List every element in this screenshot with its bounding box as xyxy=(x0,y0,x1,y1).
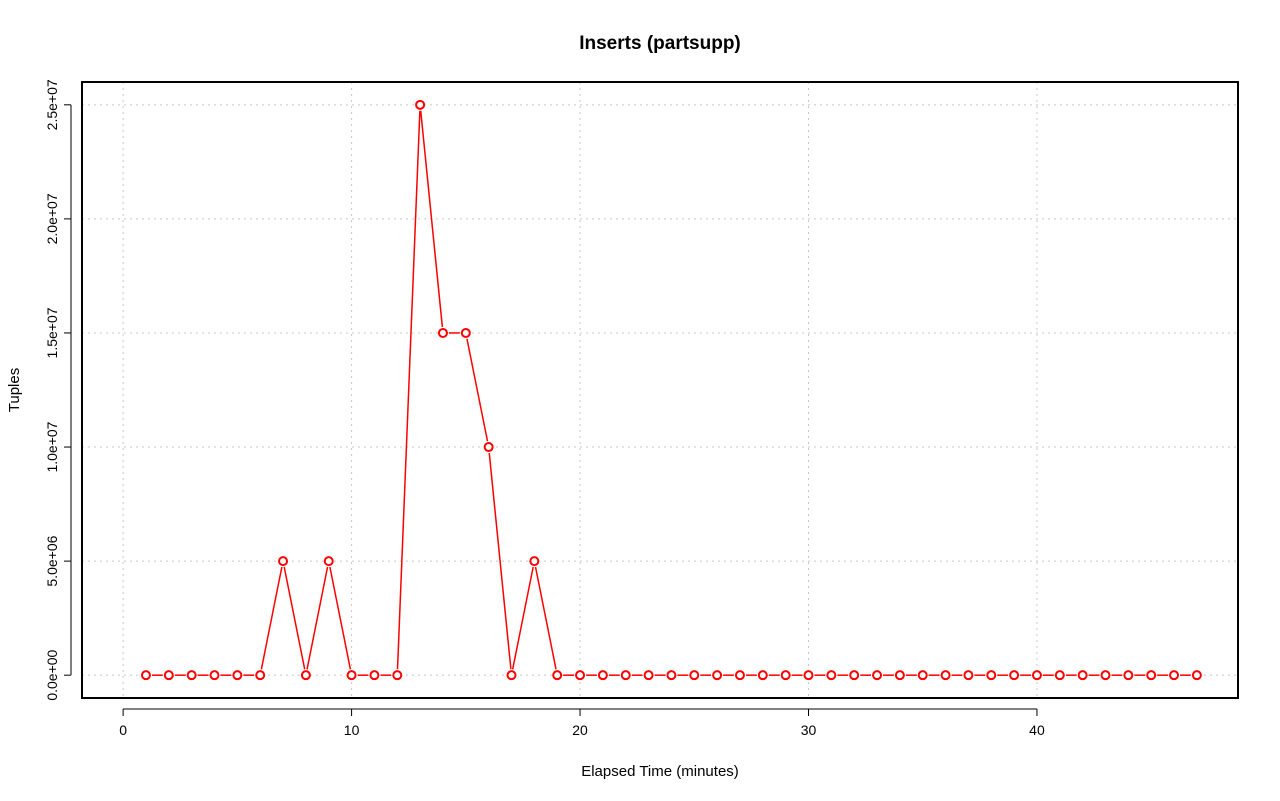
series-line-segment xyxy=(488,452,512,670)
data-point xyxy=(529,556,540,567)
data-point xyxy=(1054,670,1065,681)
data-point xyxy=(323,556,334,567)
series-line-segment xyxy=(419,110,444,328)
data-point xyxy=(209,670,220,681)
data-point xyxy=(232,670,243,681)
plot-frame xyxy=(81,81,1239,699)
data-point xyxy=(1031,670,1042,681)
data-point xyxy=(506,670,517,681)
data-point xyxy=(963,670,974,681)
y-tick-label: 2.0e+07 xyxy=(44,193,60,244)
grid xyxy=(82,82,1238,698)
data-point xyxy=(1191,670,1202,681)
data-point xyxy=(186,670,197,681)
data-point xyxy=(689,670,700,681)
data-point xyxy=(437,327,448,338)
x-tick-label: 10 xyxy=(344,722,360,738)
data-point xyxy=(734,670,745,681)
data-point xyxy=(917,670,928,681)
data-point xyxy=(460,327,471,338)
series-line-segment xyxy=(511,566,534,670)
x-tick-label: 20 xyxy=(572,722,588,738)
y-axis: 0.0e+00 5.0e+06 1.0e+07 1.5e+07 2.0e+07 2.5e+… xyxy=(44,79,72,701)
data-point xyxy=(986,670,997,681)
data-point xyxy=(575,670,586,681)
data-point xyxy=(415,99,426,110)
data-point xyxy=(1100,670,1111,681)
data-point xyxy=(826,670,837,681)
x-tick-label: 0 xyxy=(119,722,127,738)
series-line-segment xyxy=(260,566,283,670)
series-line-segment xyxy=(329,566,352,670)
data-point xyxy=(392,670,403,681)
data-point xyxy=(255,670,266,681)
series-line-segment xyxy=(283,566,306,670)
x-axis-label: Elapsed Time (minutes) xyxy=(581,763,739,780)
data-point xyxy=(643,670,654,681)
series-line-segment xyxy=(466,338,489,442)
data-point xyxy=(552,670,563,681)
y-axis-label: Tuples xyxy=(6,368,23,412)
series-line-segment xyxy=(306,566,329,670)
y-tick-label: 0.0e+00 xyxy=(44,649,60,700)
y-tick-label: 1.5e+07 xyxy=(44,307,60,358)
data-point xyxy=(163,670,174,681)
data-point xyxy=(849,670,860,681)
data-point xyxy=(300,670,311,681)
data-point xyxy=(140,670,151,681)
data-point xyxy=(1123,670,1134,681)
data-point xyxy=(346,670,357,681)
data-point xyxy=(872,670,883,681)
data-point xyxy=(597,670,608,681)
chart-title: Inserts (partsupp) xyxy=(579,33,741,54)
data-point xyxy=(369,670,380,681)
data-point xyxy=(940,670,951,681)
y-tick-label: 5.0e+06 xyxy=(44,535,60,586)
x-axis: 0 10 20 30 40 xyxy=(119,708,1045,738)
data-point xyxy=(1009,670,1020,681)
data-point xyxy=(620,670,631,681)
data-point xyxy=(483,442,494,453)
series-line-segment xyxy=(396,110,421,670)
data-point xyxy=(894,670,905,681)
y-tick-label: 2.5e+07 xyxy=(44,79,60,130)
series-line-segment xyxy=(534,566,557,670)
data-point xyxy=(803,670,814,681)
data-point xyxy=(666,670,677,681)
data-point xyxy=(1146,670,1157,681)
y-tick-label: 1.0e+07 xyxy=(44,421,60,472)
data-point xyxy=(780,670,791,681)
data-point xyxy=(278,556,289,567)
data-point xyxy=(1169,670,1180,681)
x-tick-label: 40 xyxy=(1029,722,1045,738)
x-tick-label: 30 xyxy=(801,722,817,738)
data-point xyxy=(712,670,723,681)
data-point xyxy=(1077,670,1088,681)
data-point xyxy=(757,670,768,681)
series xyxy=(140,99,1202,681)
